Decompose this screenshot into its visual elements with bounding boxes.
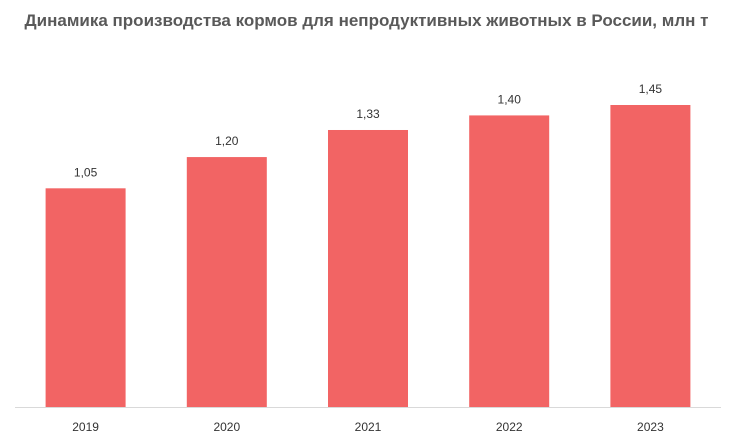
chart-title: Динамика производства кормов для непроду…	[24, 11, 709, 30]
bar-2023	[610, 105, 691, 407]
value-label-2023: 1,45	[639, 82, 663, 96]
value-label-2022: 1,40	[498, 92, 522, 106]
x-tick-label-2023: 2023	[637, 420, 664, 434]
bars-group	[45, 105, 691, 408]
x-tick-label-2021: 2021	[355, 420, 382, 434]
value-label-2019: 1,05	[74, 165, 98, 179]
x-tick-label-2020: 2020	[213, 420, 240, 434]
bar-2019	[45, 188, 126, 407]
bar-2020	[186, 157, 267, 407]
bar-2021	[328, 129, 408, 407]
x-tick-label-2022: 2022	[496, 420, 523, 434]
x-tick-label-2019: 2019	[72, 420, 99, 434]
x-tick-labels-group: 2019 2020 2021 2022 2023	[72, 420, 664, 434]
value-labels-group: 1,05 1,20 1,33 1,40 1,45	[74, 82, 662, 179]
bar-2022	[469, 115, 550, 408]
value-label-2020: 1,20	[215, 134, 239, 148]
value-label-2021: 1,33	[356, 107, 380, 121]
